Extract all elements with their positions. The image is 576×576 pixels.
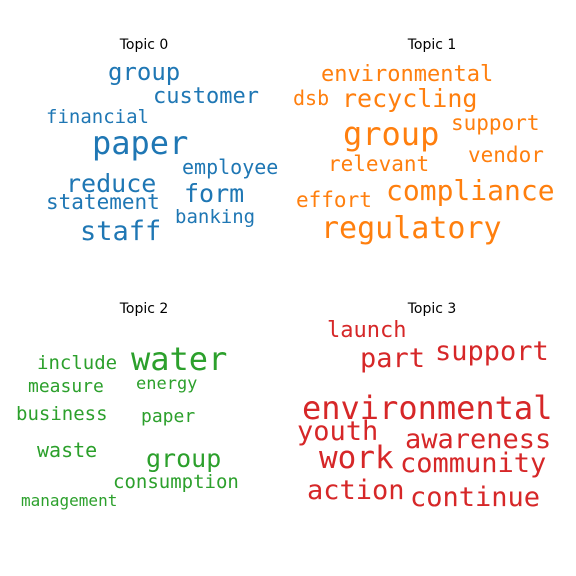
topic-3-word-part: part [360,343,426,374]
topic-2-title: Topic 2 [119,301,169,317]
topic-2-word-management: management [21,491,118,510]
topic-1-word-compliance: compliance [386,174,555,207]
topic-3-word-youth: youth [297,416,379,447]
topic-3-word-community: community [400,448,547,479]
topic-3-title: Topic 3 [407,301,457,317]
topic-2-word-include: include [37,352,118,374]
topic-0-title: Topic 0 [119,37,169,53]
topic-1-word-vendor: vendor [468,143,544,167]
topic-2-word-water: water [131,340,228,378]
topic-2-word-waste: waste [37,438,98,462]
topic-1-word-effort: effort [296,188,372,212]
topic-0-word-staff: staff [80,216,162,247]
topic-0-word-reduce: reduce [66,169,157,198]
topic-3-word-action: action [307,475,405,506]
topic-2-word-business: business [16,403,108,425]
topic-3-word-awareness: awareness [405,424,552,455]
topic-1-word-recycling: recycling [342,84,478,113]
topic-1-word-support: support [451,111,540,135]
topic-1-word-dsb: dsb [293,86,330,110]
topic-3-word-environmental: environmental [302,389,553,427]
topic-1-word-group: group [343,115,440,153]
topic-0-word-paper: paper [92,124,189,162]
topic-0-word-statement: statement [46,190,160,214]
topic-3-panel: Topic 3 launch support part environmenta… [288,264,576,552]
topic-2-word-paper: paper [141,406,196,427]
topic-1-title: Topic 1 [407,37,457,53]
topic-0-word-group: group [108,58,181,86]
topic-2-panel: Topic 2 water include measure energy bus… [0,264,288,552]
topic-0-word-employee: employee [182,155,279,179]
topic-3-word-work: work [319,440,394,476]
topic-3-word-continue: continue [410,482,541,513]
topic-1-word-environmental: environmental [321,62,494,87]
topic-1-word-regulatory: regulatory [321,211,502,246]
topic-1-panel: Topic 1 environmental dsb recycling grou… [288,0,576,288]
topic-0-panel: Topic 0 group customer financial paper e… [0,0,288,288]
topic-0-word-form: form [184,179,245,208]
topic-0-word-financial: financial [46,106,149,128]
topic-0-word-customer: customer [153,84,259,109]
topic-3-word-support: support [435,336,549,367]
topic-2-word-energy: energy [136,374,198,394]
topic-2-word-measure: measure [28,376,104,397]
topic-2-word-consumption: consumption [113,471,239,493]
topic-1-word-relevant: relevant [328,152,430,176]
topic-3-word-launch: launch [327,318,407,343]
topic-2-word-group: group [146,444,222,473]
topic-0-word-banking: banking [175,206,256,228]
